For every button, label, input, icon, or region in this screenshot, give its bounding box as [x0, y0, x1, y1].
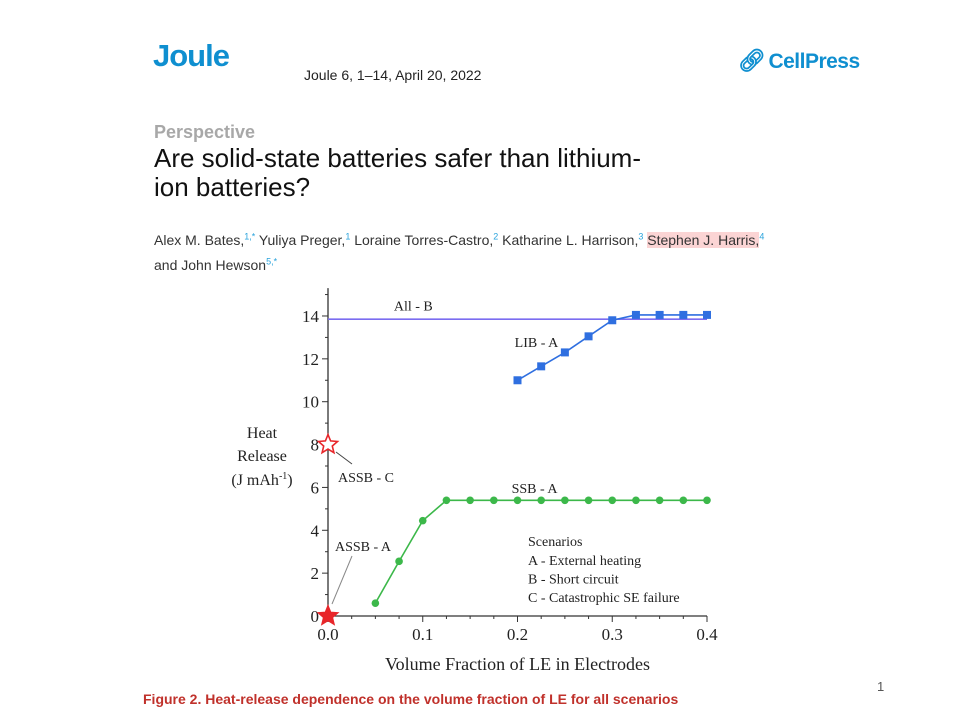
affiliation-sup: 3: [638, 231, 644, 241]
author-name: Loraine Torres-Castro,: [354, 231, 494, 248]
x-tick-label: 0.1: [412, 625, 433, 644]
y-tick-label: 14: [302, 307, 320, 326]
legend-title: Scenarios: [528, 535, 582, 550]
data-point-ssb-a: [395, 557, 403, 566]
data-point-ssb-a: [561, 496, 569, 505]
data-point-assb-c: [316, 432, 340, 455]
affiliation-sup: 1,*: [244, 231, 256, 241]
data-point-ssb-a: [442, 496, 451, 505]
x-tick-label: 0.4: [696, 625, 718, 644]
publisher-name: CellPress: [768, 50, 860, 73]
data-point-lib-a: [537, 362, 546, 371]
author-list: Alex M. Bates,1,* Yuliya Preger,1 Lorain…: [154, 225, 874, 276]
label-ssb-a: SSB - A: [512, 482, 559, 497]
x-tick-label: 0.3: [602, 625, 623, 644]
article-type: Perspective: [154, 122, 256, 142]
author-name: Alex M. Bates,: [154, 231, 245, 248]
data-point-lib-a: [679, 310, 688, 319]
y-tick-label: 4: [311, 521, 320, 540]
data-point-lib-a: [608, 316, 617, 325]
y-tick-label: 12: [302, 350, 319, 369]
author: Loraine Torres-Castro,2: [354, 231, 499, 248]
cellpress-link-icon: 🔗︎: [738, 48, 766, 73]
y-tick-label: 8: [311, 436, 320, 455]
data-point-lib-a: [560, 348, 569, 357]
label-assb-c: ASSB - C: [338, 471, 394, 486]
y-axis-label: Release: [237, 448, 287, 465]
article-title: Are solid-state batteries safer than lit…: [154, 143, 641, 202]
y-axis-label: Heat: [247, 425, 278, 442]
author: Katharine L. Harrison,3: [502, 231, 644, 248]
author-name: Katharine L. Harrison,: [502, 231, 639, 248]
author-name: Yuliya Preger,: [258, 231, 346, 248]
data-point-ssb-a: [584, 496, 593, 505]
data-point-ssb-a: [679, 496, 688, 505]
affiliation-sup: 1: [345, 231, 351, 241]
data-point-ssb-a: [371, 599, 380, 607]
data-point-lib-a: [631, 310, 640, 319]
author-name: Stephen J. Harris,: [647, 231, 760, 248]
y-tick-label: 0: [311, 607, 320, 626]
data-point-ssb-a: [703, 496, 711, 505]
legend-item: A - External heating: [528, 554, 641, 569]
author: Alex M. Bates,1,*: [154, 231, 256, 248]
y-tick-label: 6: [311, 478, 320, 497]
affiliation-sup: 5,*: [266, 256, 278, 267]
x-tick-label: 0.2: [507, 625, 528, 644]
author: Stephen J. Harris,4: [647, 231, 765, 248]
figure-caption: Figure 2. Heat-release dependence on the…: [143, 691, 679, 707]
data-point-lib-a: [655, 310, 664, 319]
journal-logo: Joule: [153, 38, 230, 73]
label-lib-a: LIB - A: [515, 336, 559, 351]
data-point-lib-a: [703, 310, 711, 319]
annotation-arrow-assb-c: [335, 451, 353, 465]
affiliation-sup: 2: [493, 231, 499, 241]
data-point-ssb-a: [513, 496, 522, 505]
label-assb-a: ASSB - A: [335, 540, 392, 555]
series-line-ssb-a: [374, 499, 707, 604]
legend-item: B - Short circuit: [528, 573, 619, 588]
y-tick-label: 2: [311, 564, 320, 583]
data-point-ssb-a: [490, 496, 498, 505]
x-tick-label: 0.0: [317, 625, 338, 644]
data-point-ssb-a: [466, 496, 474, 505]
data-point-assb-a: [316, 603, 340, 626]
page-number: 1: [877, 679, 885, 694]
annotation-arrow-assb-a: [331, 555, 353, 605]
data-point-ssb-a: [537, 496, 545, 505]
publisher-logo: 🔗︎ CellPress: [738, 48, 860, 74]
data-point-ssb-a: [655, 496, 664, 505]
author-name: and John Hewson: [154, 257, 267, 274]
author: Yuliya Preger,1: [258, 231, 351, 248]
label-all-b: All - B: [394, 300, 433, 315]
data-point-ssb-a: [608, 496, 617, 505]
data-point-lib-a: [584, 332, 593, 341]
data-point-ssb-a: [418, 516, 427, 525]
legend-item: C - Catastrophic SE failure: [528, 591, 680, 606]
data-point-lib-a: [513, 376, 522, 385]
affiliation-sup: 4: [759, 231, 765, 241]
citation: Joule 6, 1–14, April 20, 2022: [304, 67, 482, 83]
author: and John Hewson5,*: [154, 256, 278, 274]
data-point-ssb-a: [632, 496, 640, 505]
y-tick-label: 10: [302, 393, 319, 412]
y-axis-label: (J mAh-1): [231, 471, 292, 489]
x-axis-label: Volume Fraction of LE in Electrodes: [385, 654, 650, 674]
